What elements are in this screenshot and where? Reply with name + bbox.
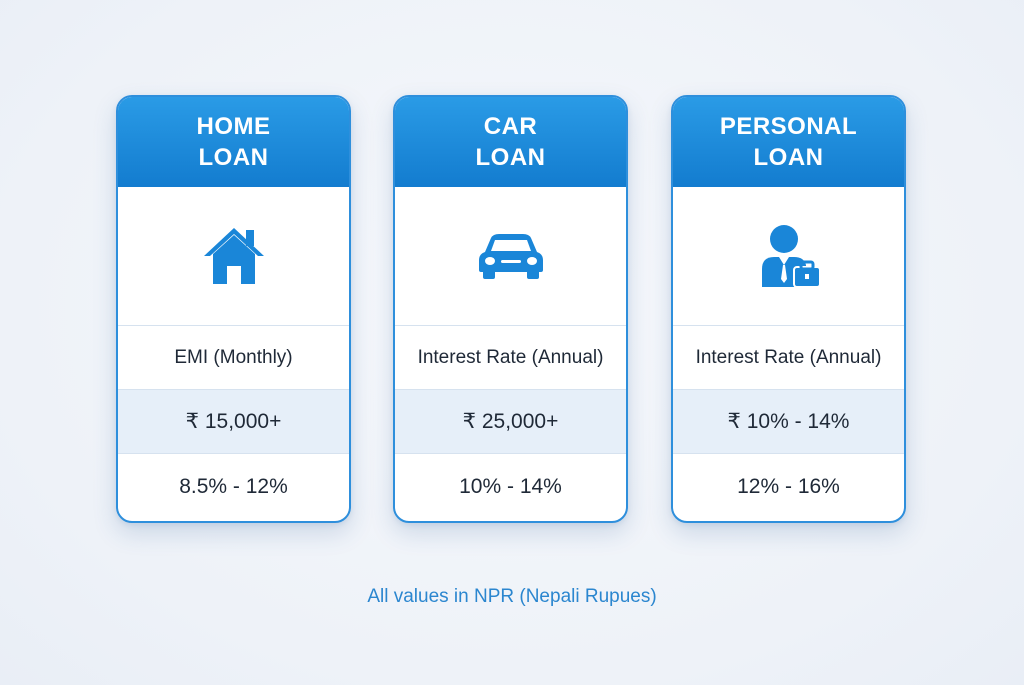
rate-range: 8.5% - 12% — [179, 475, 288, 498]
card-title-line2: LOAN — [198, 144, 269, 171]
icon-area — [118, 187, 349, 326]
home-loan-card: HOME LOAN EMI (Monthly) ₹ 15,000+ 8.5% -… — [116, 95, 351, 523]
card-title-line2: LOAN — [753, 144, 824, 171]
rate-range: 10% - 14% — [459, 475, 562, 498]
card-header: HOME LOAN — [118, 97, 349, 187]
metric-label: Interest Rate (Annual) — [673, 326, 904, 390]
card-header: CAR LOAN — [395, 97, 626, 187]
card-title-line2: LOAN — [475, 144, 546, 171]
metric-value: ₹ 15,000+ — [118, 390, 349, 454]
metric-value: ₹ 25,000+ — [395, 390, 626, 454]
currency-footnote: All values in NPR (Nepali Rupues) — [367, 586, 657, 607]
metric-label: EMI (Monthly) — [118, 326, 349, 390]
card-title-line1: CAR — [483, 113, 538, 140]
metric-value: ₹ 10% - 14% — [673, 390, 904, 454]
rate-range: 12% - 16% — [737, 475, 840, 498]
businessperson-icon — [761, 225, 821, 288]
card-title-line1: PERSONAL — [719, 113, 858, 140]
card-header: PERSONAL LOAN — [673, 97, 904, 187]
icon-area — [673, 187, 904, 326]
metric-label: Interest Rate (Annual) — [395, 326, 626, 390]
personal-loan-card: PERSONAL LOAN Interest Rate (Annual) ₹ 1… — [671, 95, 906, 523]
loan-cards: HOME LOAN EMI (Monthly) ₹ 15,000+ 8.5% -… — [0, 95, 1024, 525]
card-title-line1: HOME — [196, 113, 271, 140]
car-loan-card: CAR LOAN Interest Rate (Annual) ₹ 25,000… — [393, 95, 628, 523]
house-icon — [203, 228, 264, 284]
icon-area — [395, 187, 626, 326]
car-icon — [478, 234, 543, 279]
